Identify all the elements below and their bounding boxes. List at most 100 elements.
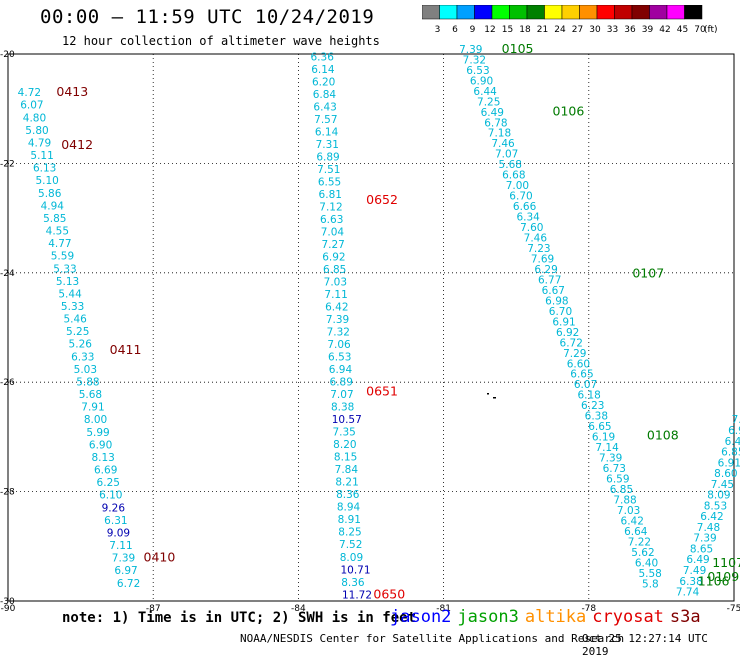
pass-time-label: 1106 bbox=[698, 574, 730, 589]
colorbar-label: 6 bbox=[452, 25, 458, 35]
wave-height-value: 7.39 bbox=[599, 453, 622, 465]
pass-time-label: 0106 bbox=[553, 103, 585, 118]
wave-height-value: 6.36 bbox=[311, 52, 335, 64]
wave-height-value: 6.72 bbox=[560, 337, 583, 349]
wave-height-value: 5.03 bbox=[74, 364, 97, 376]
pass-time-label: 0108 bbox=[647, 428, 679, 443]
satellite-pass: 7.397.326.536.906.447.256.496.787.187.46… bbox=[459, 41, 679, 590]
wave-height-value: 7.48 bbox=[697, 522, 720, 534]
colorbar-swatch bbox=[684, 5, 703, 20]
wave-height-value: 8.53 bbox=[704, 500, 727, 512]
wave-height-value: 4.94 bbox=[41, 200, 65, 212]
pass-time-label: 0107 bbox=[632, 266, 664, 281]
pass-time-label: 0109 bbox=[707, 569, 739, 584]
wave-height-value: 10.71 bbox=[340, 564, 370, 576]
wave-height-value: 6.18 bbox=[577, 390, 600, 402]
wave-height-value: 5.80 bbox=[25, 125, 48, 137]
wave-height-value: 7.88 bbox=[613, 494, 636, 506]
pass-time-label: 0413 bbox=[56, 84, 88, 99]
wave-height-value: 7.06 bbox=[327, 339, 351, 351]
wave-height-value: 6.43 bbox=[313, 102, 336, 114]
wave-height-value: 7.07 bbox=[495, 149, 518, 161]
colorbar-label: 42 bbox=[659, 25, 670, 35]
wave-height-value: 6.89 bbox=[316, 152, 339, 164]
wave-height-value: 6.13 bbox=[33, 163, 56, 175]
colorbar-label: 21 bbox=[537, 25, 548, 35]
wave-height-value: 6.59 bbox=[606, 474, 629, 486]
wave-height-value: 7.84 bbox=[335, 464, 359, 476]
wave-height-value: 5.88 bbox=[76, 376, 99, 388]
wave-height-value: 6.07 bbox=[574, 379, 597, 391]
satellite-pass: 4.726.074.805.804.795.116.135.105.864.94… bbox=[18, 84, 176, 590]
wave-height-value: 6.49 bbox=[686, 554, 709, 566]
wave-height-value: 7.45 bbox=[711, 479, 734, 491]
lat-tick-label: -26 bbox=[0, 378, 15, 388]
wave-height-value: 6.60 bbox=[567, 358, 590, 370]
colorbar-label: 36 bbox=[624, 25, 636, 35]
wave-height-value: 6.64 bbox=[624, 526, 648, 538]
wave-height-value: 6.40 bbox=[635, 557, 658, 569]
legend-entry: jason2 bbox=[390, 607, 452, 627]
wave-height-value: 5.86 bbox=[38, 188, 62, 200]
wave-height-value: 6.84 bbox=[313, 89, 337, 101]
wave-height-value: 7.00 bbox=[506, 180, 529, 192]
page-title: 00:00 – 11:59 UTC 10/24/2019 bbox=[40, 6, 375, 28]
page-subtitle: 12 hour collection of altimeter wave hei… bbox=[62, 34, 380, 48]
wave-height-value: 6.42 bbox=[325, 302, 348, 314]
wave-height-value: 5.68 bbox=[499, 159, 522, 171]
wave-height-value: 5.62 bbox=[631, 547, 654, 559]
wave-height-value: 7.74 bbox=[676, 587, 700, 599]
wave-height-value: 7.31 bbox=[316, 139, 339, 151]
wave-height-value: 7.14 bbox=[595, 442, 619, 454]
wave-height-value: 6.70 bbox=[549, 306, 572, 318]
wave-height-value: 8.36 bbox=[341, 577, 365, 589]
wave-height-value: 8.00 bbox=[84, 414, 107, 426]
wave-height-value: 8.20 bbox=[333, 439, 356, 451]
wave-height-value: 8.94 bbox=[337, 502, 361, 514]
wave-height-value: 5.25 bbox=[66, 326, 89, 338]
wave-height-value: 6.07 bbox=[20, 100, 43, 112]
wave-height-value: 6.85 bbox=[323, 264, 346, 276]
lon-tick-label: -87 bbox=[146, 604, 161, 614]
pass-time-label: 0410 bbox=[144, 550, 176, 565]
wave-height-value: 6.68 bbox=[502, 170, 525, 182]
wave-height-value: 6.34 bbox=[516, 212, 540, 224]
wave-height-value: 6.65 bbox=[588, 421, 611, 433]
wave-height-value: 6.78 bbox=[484, 117, 507, 129]
wave-height-value: 5.13 bbox=[56, 276, 79, 288]
footer-note: note: 1) Time is in UTC; 2) SWH is in fe… bbox=[62, 610, 417, 626]
wave-height-value: 9.26 bbox=[102, 502, 126, 514]
colorbar-label: 39 bbox=[642, 25, 654, 35]
wave-height-value: 6.9 bbox=[728, 425, 740, 437]
colorbar-label: 33 bbox=[607, 25, 618, 35]
wave-height-value: 7.91 bbox=[81, 402, 104, 414]
wave-height-value: 8.91 bbox=[338, 514, 361, 526]
wave-height-value: 6.90 bbox=[470, 75, 493, 87]
wave-height-value: 8.65 bbox=[690, 543, 713, 555]
wave-height-value: 8.38 bbox=[331, 402, 354, 414]
wave-height-value: 8.25 bbox=[338, 527, 361, 539]
legend-entry: jason3 bbox=[457, 607, 519, 627]
colorbar-label: 30 bbox=[589, 25, 601, 35]
colorbar-label: 45 bbox=[677, 25, 688, 35]
wave-height-value: 6.4 bbox=[725, 436, 740, 448]
wave-height-value: 6.85 bbox=[610, 484, 633, 496]
wave-height-value: 5.26 bbox=[69, 339, 93, 351]
wave-height-value: 6.10 bbox=[99, 490, 122, 502]
colorbar-label: 3 bbox=[435, 25, 441, 35]
wave-height-value: 7.07 bbox=[330, 389, 353, 401]
colorbar-label: 9 bbox=[470, 25, 476, 35]
wave-height-value: 7.39 bbox=[459, 44, 482, 56]
wave-height-value: 5.99 bbox=[86, 427, 109, 439]
wave-height-value: 8.21 bbox=[335, 477, 358, 489]
wave-height-value: 7.03 bbox=[324, 277, 347, 289]
wave-height-value: 6.85 bbox=[721, 447, 740, 459]
wave-height-value: 9.09 bbox=[107, 527, 130, 539]
wave-height-value: 7.69 bbox=[531, 253, 554, 265]
lon-tick-label: -75 bbox=[727, 604, 740, 614]
wave-height-value: 5.33 bbox=[61, 301, 84, 313]
wave-height-value: 6.53 bbox=[328, 352, 351, 364]
pass-time-label: 1107 bbox=[712, 555, 740, 570]
pass-time-label: 0651 bbox=[366, 383, 398, 398]
wave-height-value: 6.53 bbox=[466, 65, 489, 77]
